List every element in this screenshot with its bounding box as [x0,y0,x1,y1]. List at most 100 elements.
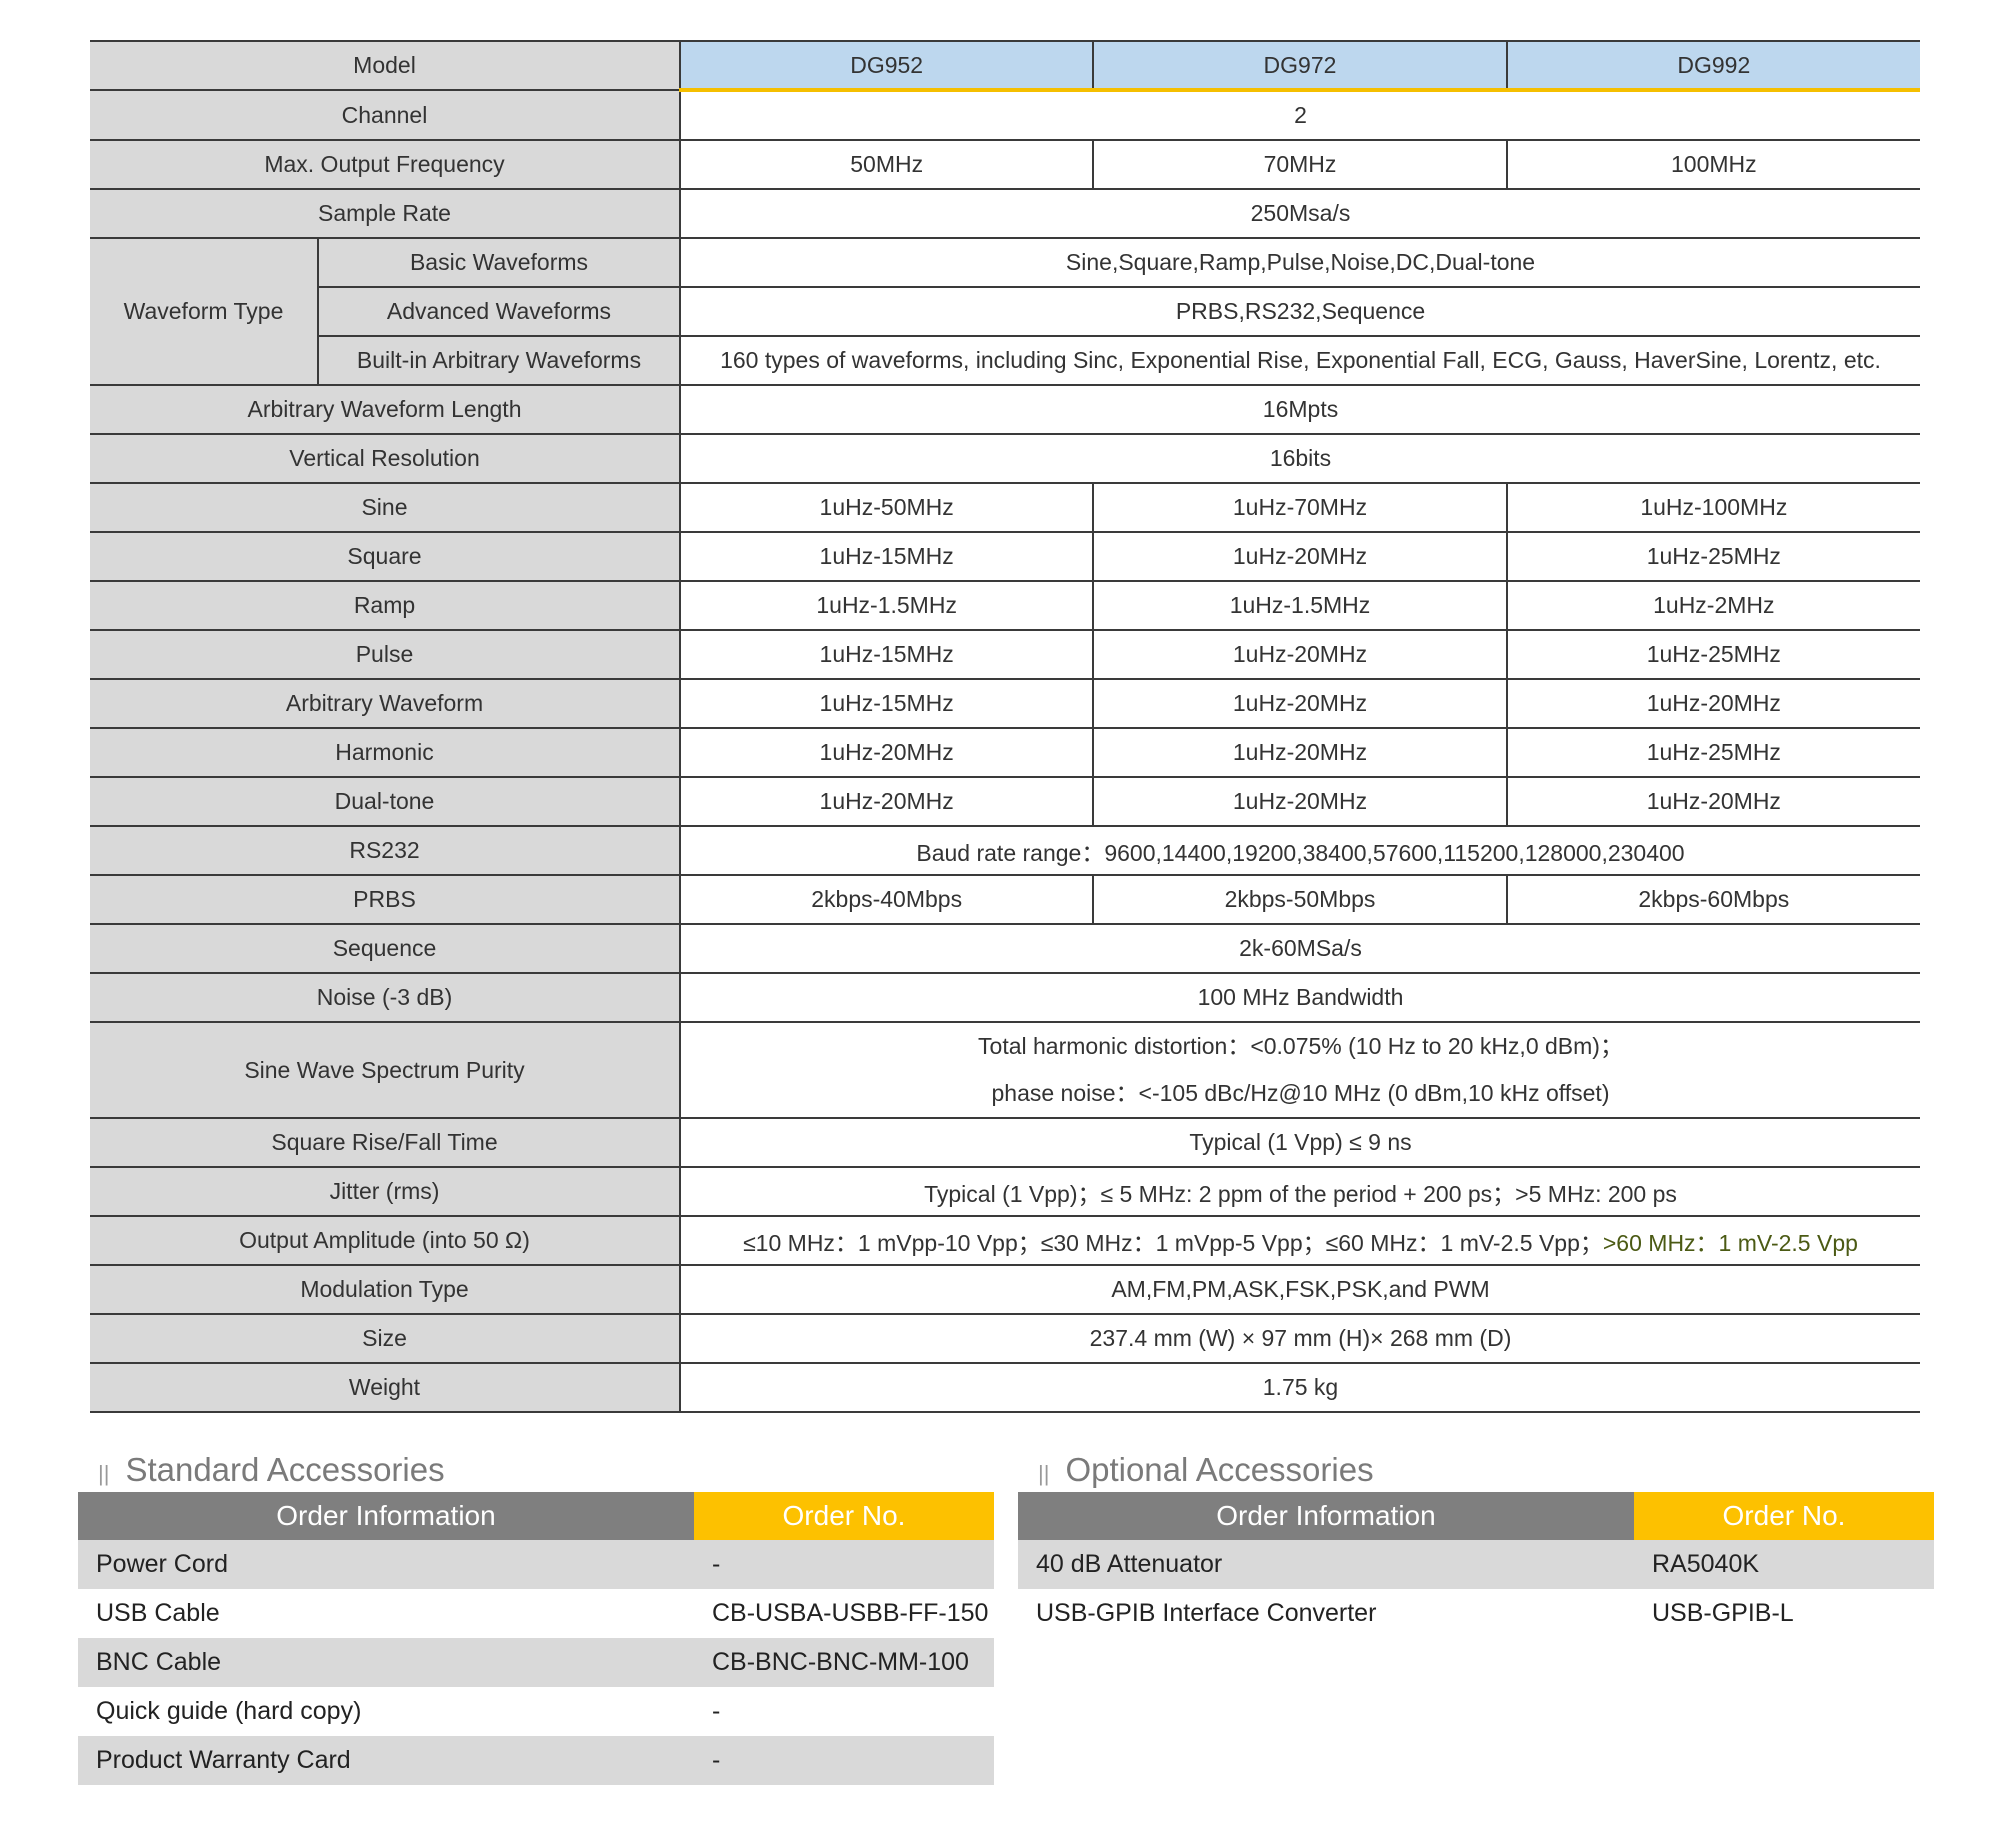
row-value: 100 MHz Bandwidth [680,973,1920,1023]
row-label: Sine [90,483,681,533]
accessory-row: Power Cord - [78,1540,994,1589]
row-value: 16bits [680,434,1920,484]
accessory-row: 40 dB Attenuator RA5040K [1018,1540,1934,1589]
col-order-info: Order Information [78,1492,694,1540]
accessory-order-no: - [712,1697,721,1725]
row-value: AM,FM,PM,ASK,FSK,PSK,and PWM [680,1265,1920,1315]
spec-table: Model DG952 DG972 DG992 Channel 2 Max. Output … [90,40,1920,1413]
row-value: 100MHz [1505,140,1920,190]
accessory-name: BNC Cable [78,1638,694,1687]
row-value: 1uHz-25MHz [1505,728,1920,778]
spec-row: PRBS 2kbps-40Mbps 2kbps-50Mbps 2kbps-60Mbps [90,875,1920,925]
col-order-no: Order No. [1634,1492,1934,1540]
value-text: 237.4 mm (W) × 97 mm (H)× 268 mm (D) [1089,1325,1512,1351]
value-text: 160 types of waveforms, including Sinc, … [720,347,1881,373]
row-value: 1uHz-20MHz [1092,630,1507,680]
spec-row: Ramp 1uHz-1.5MHz 1uHz-1.5MHz 1uHz-2MHz [90,581,1920,631]
value-line: phase noise：<-105 dBc/Hz@10 MHz (0 dBm,1… [991,1080,1610,1106]
spec-row: Channel 2 [90,90,1920,141]
row-value: Typical (1 Vpp) ≤ 9 ns [680,1118,1920,1168]
row-value: 1uHz-100MHz [1505,483,1920,533]
row-label: Square Rise/Fall Time [90,1118,681,1168]
spec-row: Advanced Waveforms PRBS,RS232,Sequence [90,287,1920,337]
row-value: 1uHz-20MHz [1092,532,1507,582]
value-line: Total harmonic distortion：<0.075% (10 Hz… [978,1033,1623,1059]
row-value: 2kbps-60Mbps [1505,875,1920,925]
accessory-name: USB-GPIB Interface Converter [1036,1599,1377,1627]
model-dg972: DG972 [1092,40,1507,92]
row-label: Arbitrary Waveform Length [90,385,681,435]
row-value: 250Msa/s [680,189,1920,239]
value-text: 250Msa/s [1250,200,1351,226]
col-order-no: Order No. [694,1492,994,1540]
row-value: Total harmonic distortion：<0.075% (10 Hz… [680,1022,1920,1119]
value-text: Typical (1 Vpp) ≤ 9 ns [1189,1129,1412,1155]
spec-row: Square Rise/Fall Time Typical (1 Vpp) ≤ 9… [90,1118,1920,1168]
accessory-row: BNC Cable CB-BNC-BNC-MM-100 [78,1638,994,1687]
accessory-name: USB Cable [96,1599,220,1627]
spec-row: Arbitrary Waveform 1uHz-15MHz 1uHz-20MHz 1u… [90,679,1920,729]
spec-row: Dual-tone 1uHz-20MHz 1uHz-20MHz 1uHz-20MHz [90,777,1920,827]
value-text: 1.75 kg [1262,1374,1339,1400]
accessory-order-no: CB-BNC-BNC-MM-100 [694,1638,994,1687]
row-label: Dual-tone [90,777,681,827]
value-text: ≤10 MHz：1 mVpp-10 Vpp；≤30 MHz：1 mVpp-5 V… [743,1229,1603,1256]
row-value: 1uHz-25MHz [1505,532,1920,582]
row-value: 16Mpts [680,385,1920,435]
accessory-order-no: - [694,1736,994,1785]
row-label: Channel [90,90,681,141]
model-label: Model [90,40,681,91]
spec-row: Pulse 1uHz-15MHz 1uHz-20MHz 1uHz-25MHz [90,630,1920,680]
row-value: 1uHz-2MHz [1505,581,1920,631]
row-label: Vertical Resolution [90,434,681,484]
bar-icon: || [1038,1461,1050,1486]
value-text: 2k-60MSa/s [1239,935,1362,961]
model-dg992: DG992 [1505,40,1920,92]
row-label: Modulation Type [90,1265,681,1315]
spec-row: Output Amplitude (into 50 Ω) ≤10 MHz：1 mV… [90,1216,1920,1266]
row-label: Advanced Waveforms [317,287,681,337]
spec-row: Vertical Resolution 16bits [90,434,1920,484]
value-text: 100 MHz Bandwidth [1197,984,1404,1010]
spec-row: Noise (-3 dB) 100 MHz Bandwidth [90,973,1920,1023]
title-text: Optional Accessories [1065,1451,1374,1488]
row-label: Noise (-3 dB) [90,973,681,1023]
row-value: 1uHz-20MHz [1505,679,1920,729]
header-row: Model DG952 DG972 DG992 [90,40,1920,92]
value-text: PRBS,RS232,Sequence [1175,298,1426,324]
accessory-order-no: CB-USBA-USBB-FF-150 [712,1599,989,1627]
spec-row: Built-in Arbitrary Waveforms 160 types of… [90,336,1920,386]
spec-row: Size 237.4 mm (W) × 97 mm (H)× 268 mm (D) [90,1314,1920,1364]
spec-row: Sine 1uHz-50MHz 1uHz-70MHz 1uHz-100MHz [90,483,1920,533]
row-value: 1uHz-1.5MHz [680,581,1094,631]
row-label: RS232 [90,826,681,876]
row-value: 2 [680,90,1920,141]
value-text: Sine,Square,Ramp,Pulse,Noise,DC,Dual-ton… [1065,249,1536,275]
bar-icon: || [98,1461,110,1486]
accessory-row: Product Warranty Card - [78,1736,994,1785]
row-label: PRBS [90,875,681,925]
row-value: 50MHz [680,140,1094,190]
row-value: 70MHz [1092,140,1507,190]
value-text: AM,FM,PM,ASK,FSK,PSK,and PWM [1111,1276,1490,1302]
accessory-order-no: RA5040K [1634,1540,1934,1589]
row-value: 1uHz-20MHz [1092,728,1507,778]
row-value: 1uHz-20MHz [1092,679,1507,729]
row-value: 2k-60MSa/s [680,924,1920,974]
row-label: Output Amplitude (into 50 Ω) [90,1216,681,1266]
row-value: 1uHz-15MHz [680,630,1094,680]
spec-row: RS232 Baud rate range：9600,14400,19200,38… [90,826,1920,876]
section-title: || Standard Accessories [78,1448,994,1492]
accessory-order-no: - [694,1540,994,1589]
spec-row: Arbitrary Waveform Length 16Mpts [90,385,1920,435]
row-label: Harmonic [90,728,681,778]
spec-row: Weight 1.75 kg [90,1363,1920,1413]
row-label: Pulse [90,630,681,680]
value-text: 2 [1294,102,1307,128]
row-value: 237.4 mm (W) × 97 mm (H)× 268 mm (D) [680,1314,1920,1364]
accessory-row: USB-GPIB Interface Converter USB-GPIB-L [1018,1589,1934,1638]
row-label: Square [90,532,681,582]
group-label: Waveform Type [90,238,319,386]
row-label: Size [90,1314,681,1364]
row-value: Typical (1 Vpp)；≤ 5 MHz: 2 ppm of the pe… [680,1167,1920,1217]
